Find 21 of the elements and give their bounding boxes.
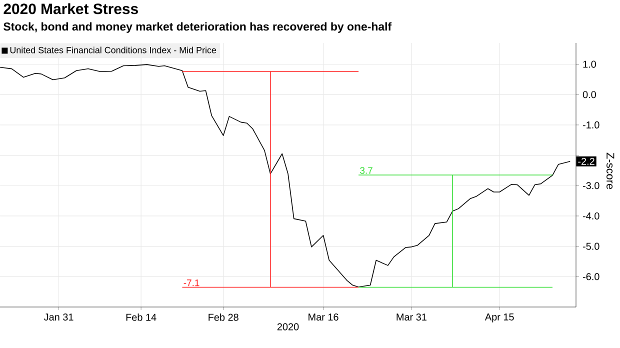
y-tick-label: -4.0	[582, 212, 600, 220]
y-tick-label: 0.0	[582, 91, 596, 98]
y-tick-label: -5.0	[582, 242, 600, 250]
chart-title: 2020 Market Stress	[4, 3, 138, 14]
x-tick-label: Mar 16	[308, 314, 338, 321]
x-tick-label: Feb 14	[126, 314, 156, 321]
y-tick-label: 1.0	[583, 60, 596, 68]
y-axis-title: Z-score	[606, 152, 614, 190]
y-tick-label: -1.0	[582, 121, 600, 128]
x-tick-label: Apr 15	[484, 314, 514, 322]
y-tick-label: -6.0	[582, 273, 600, 280]
annotation: 3.7	[360, 167, 372, 174]
x-tick-label: Mar 31	[396, 314, 426, 321]
chart-subtitle: Stock, bond and money market deterioration has recovered by one-half	[4, 22, 392, 33]
x-axis-title: 2020	[277, 323, 299, 330]
y-tick-label: -3.0	[582, 182, 600, 190]
legend-label: United States Financial Conditions Index - Mid Price	[10, 46, 216, 54]
annotation: -7.1	[184, 280, 200, 286]
annotation: -2.2	[578, 158, 594, 165]
x-tick-label: Feb 28	[208, 314, 238, 321]
x-tick-label: Jan 31	[44, 314, 74, 321]
